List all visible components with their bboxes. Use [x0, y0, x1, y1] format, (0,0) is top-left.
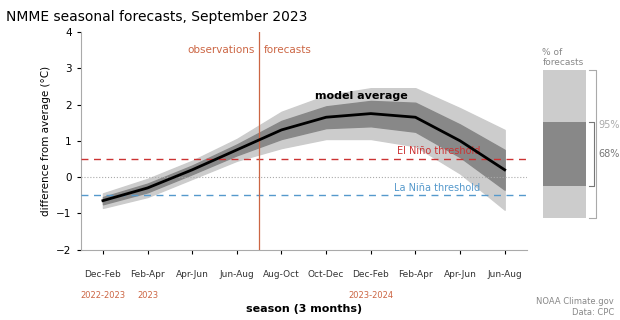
Text: Apr-Jun: Apr-Jun — [175, 270, 209, 279]
Text: 2023-2024: 2023-2024 — [348, 291, 393, 300]
Text: % of
forecasts: % of forecasts — [542, 48, 584, 68]
Text: 2023: 2023 — [137, 291, 158, 300]
Text: 68%: 68% — [598, 148, 619, 159]
Text: NMME seasonal forecasts, September 2023: NMME seasonal forecasts, September 2023 — [6, 10, 308, 24]
Text: El Niño threshold: El Niño threshold — [397, 146, 480, 156]
Text: Jun-Aug: Jun-Aug — [219, 270, 254, 279]
Text: Feb-Apr: Feb-Apr — [130, 270, 165, 279]
Text: model average: model average — [316, 91, 408, 101]
Text: Dec-Feb: Dec-Feb — [352, 270, 389, 279]
Text: Oct-Dec: Oct-Dec — [308, 270, 344, 279]
Text: Apr-Jun: Apr-Jun — [443, 270, 477, 279]
Text: Feb-Apr: Feb-Apr — [398, 270, 433, 279]
Y-axis label: difference from average (°C): difference from average (°C) — [41, 66, 51, 216]
Text: Jun-Aug: Jun-Aug — [487, 270, 522, 279]
Text: forecasts: forecasts — [264, 45, 311, 55]
Text: 2022-2023: 2022-2023 — [81, 291, 125, 300]
Text: Dec-Feb: Dec-Feb — [84, 270, 122, 279]
Text: Aug-Oct: Aug-Oct — [263, 270, 300, 279]
Text: La Niña threshold: La Niña threshold — [394, 183, 480, 193]
Text: observations: observations — [187, 45, 255, 55]
Text: season (3 months): season (3 months) — [246, 304, 362, 314]
Text: NOAA Climate.gov
Data: CPC: NOAA Climate.gov Data: CPC — [536, 297, 614, 317]
Text: 95%: 95% — [598, 120, 620, 130]
